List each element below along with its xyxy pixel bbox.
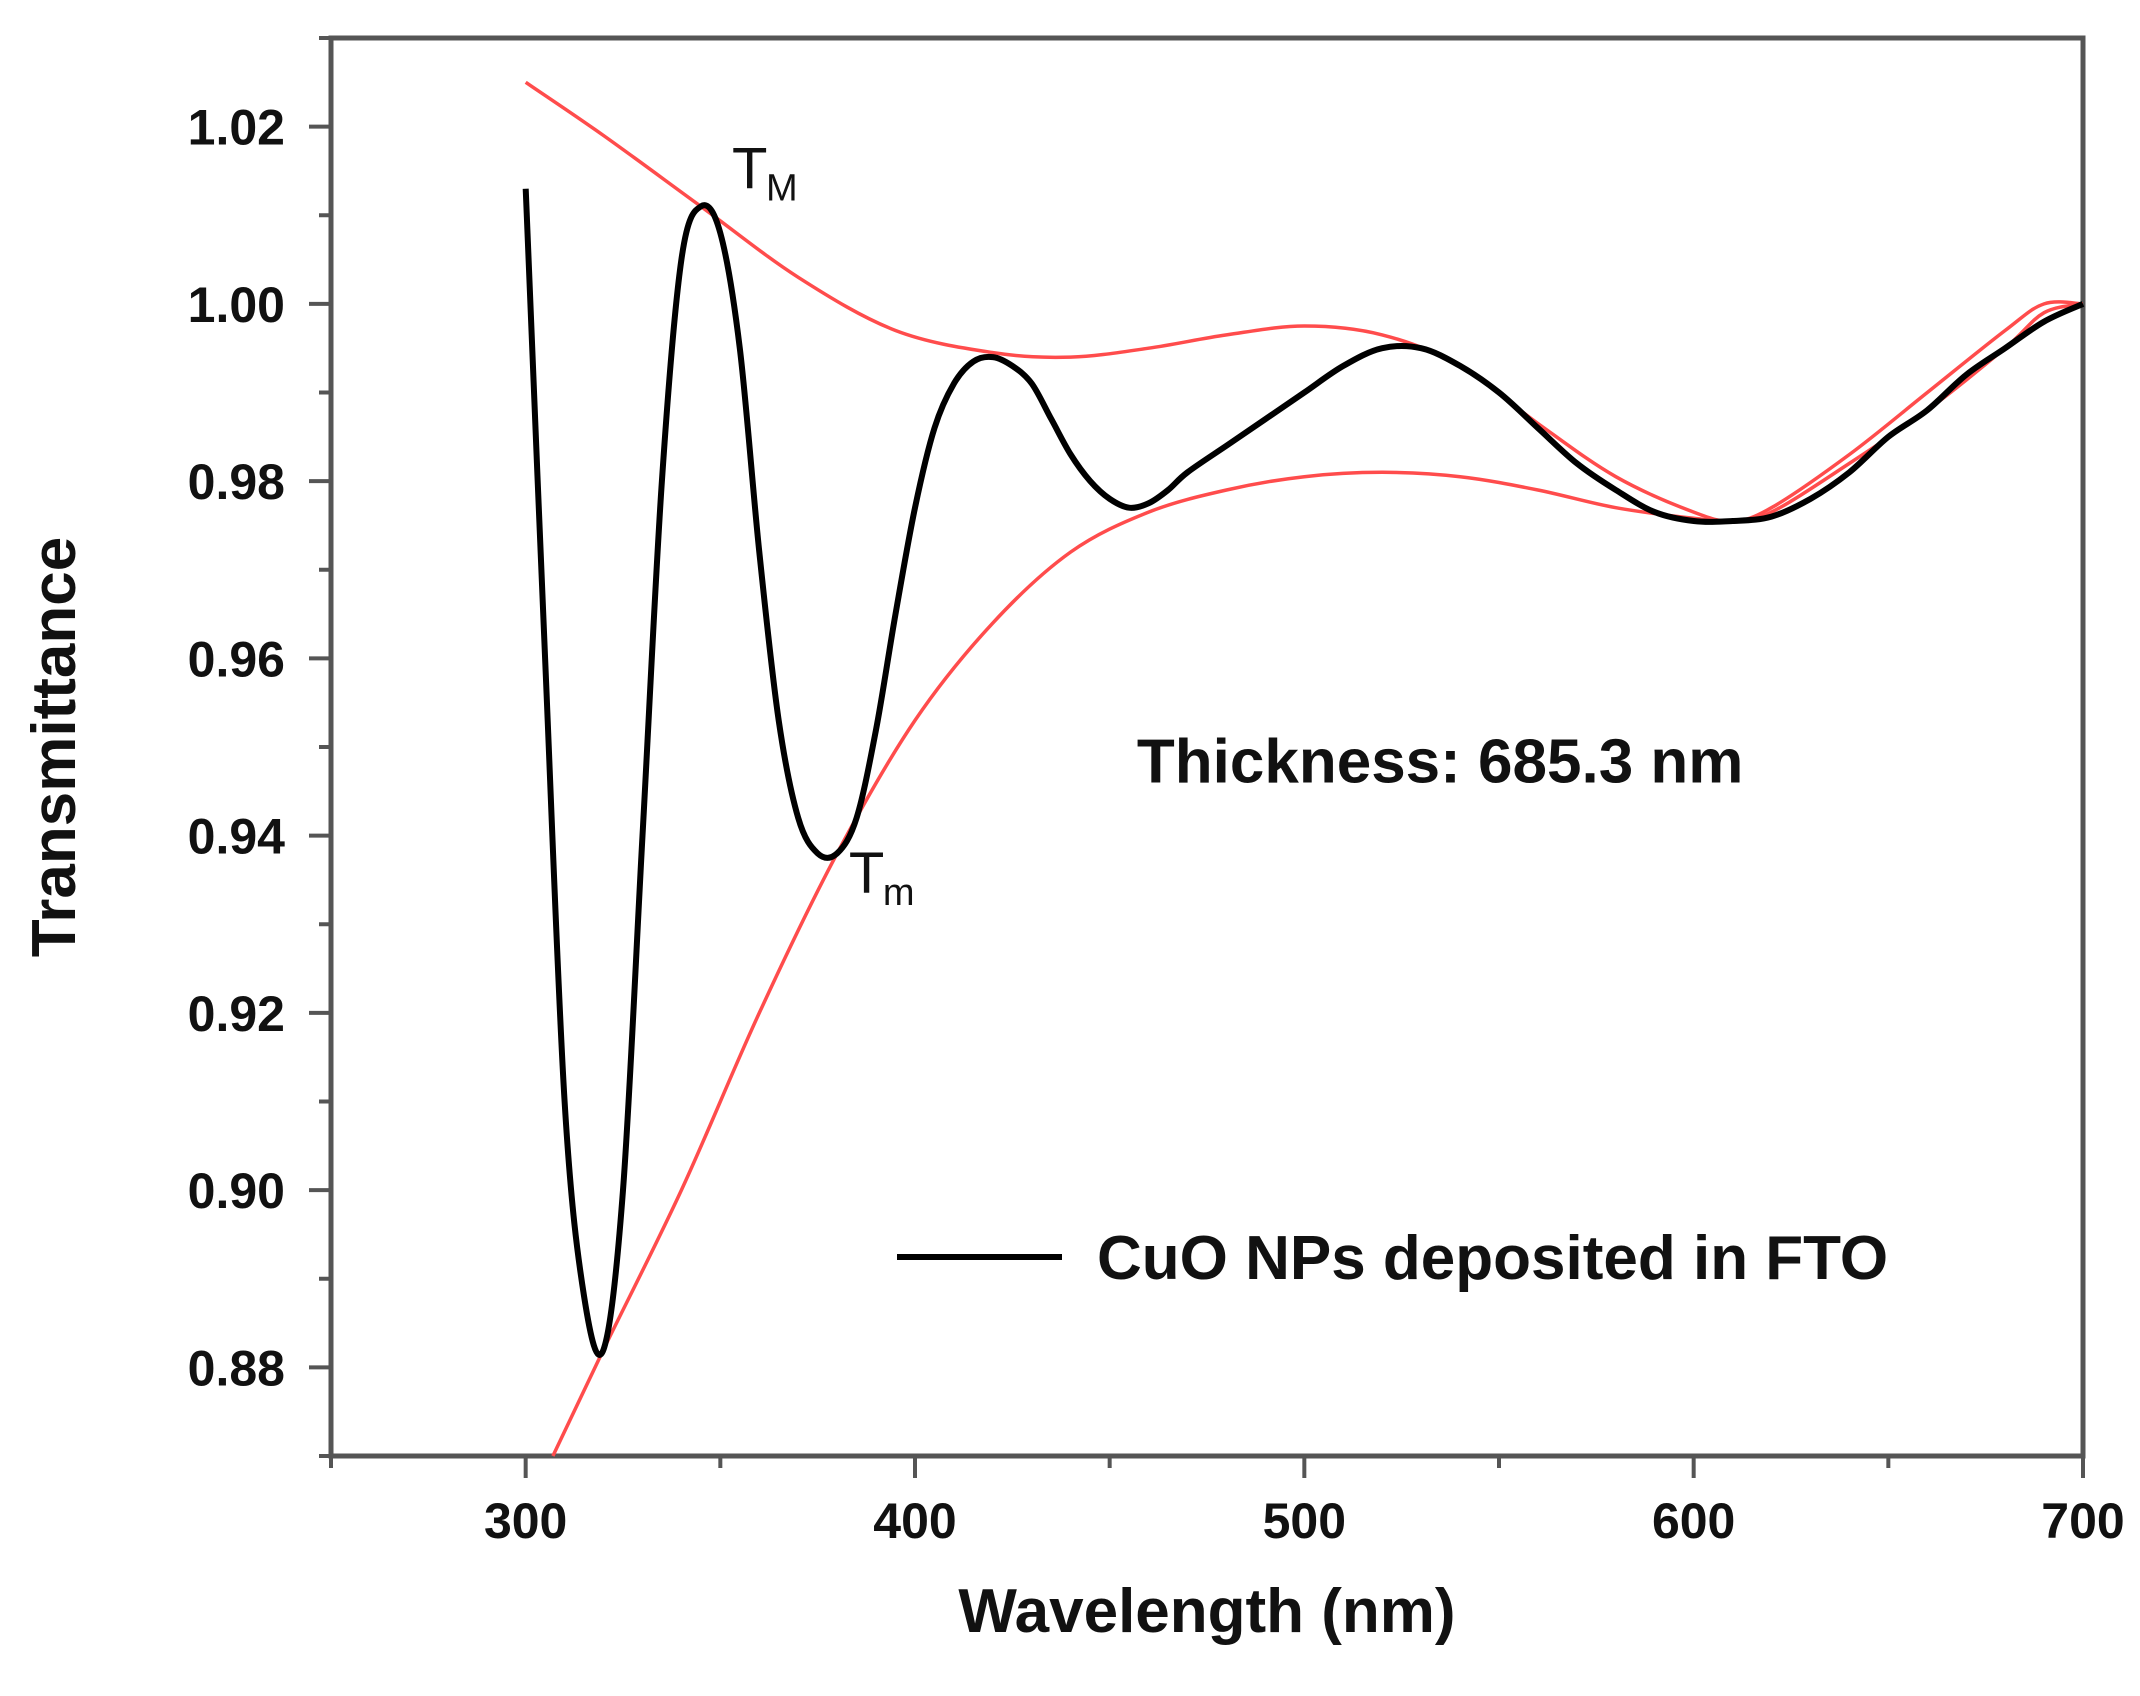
legend-label: CuO NPs deposited in FTO <box>1097 1224 1888 1293</box>
x-tick-labels: 300 400 500 600 700 <box>484 1493 2125 1549</box>
tmin-subscript: m <box>883 872 915 914</box>
tmax-annotation: T M <box>732 137 798 210</box>
y-tick-label: 1.00 <box>188 277 285 333</box>
y-tick-label: 0.96 <box>188 631 285 687</box>
upper-envelope-line <box>524 80 2084 523</box>
x-tick-label: 400 <box>873 1493 956 1549</box>
x-axis-title: Wavelength (nm) <box>958 1577 1455 1646</box>
transmittance-series-line <box>522 188 2085 1358</box>
y-tick-label: 0.94 <box>188 809 286 865</box>
x-tick-label: 500 <box>1263 1493 1346 1549</box>
x-axis-ticks <box>329 1456 2085 1478</box>
tmax-subscript: M <box>766 168 798 210</box>
y-tick-label: 0.90 <box>188 1163 285 1219</box>
y-tick-label: 0.92 <box>188 986 285 1042</box>
y-axis-title: Transmittance <box>20 537 89 957</box>
y-tick-labels: 0.88 0.90 0.92 0.94 0.96 0.98 1.00 1.02 <box>188 100 286 1397</box>
legend: CuO NPs deposited in FTO <box>897 1224 1888 1293</box>
x-tick-label: 600 <box>1652 1493 1735 1549</box>
tmin-label: T <box>849 841 884 906</box>
lower-envelope-line <box>551 302 2084 1457</box>
x-tick-label: 700 <box>2041 1493 2124 1549</box>
y-tick-label: 0.88 <box>188 1340 285 1396</box>
thickness-annotation: Thickness: 685.3 nm <box>1137 727 1744 796</box>
y-tick-label: 0.98 <box>188 454 285 510</box>
tmax-label: T <box>732 137 767 202</box>
y-tick-label: 1.02 <box>188 100 285 156</box>
tmin-annotation: T m <box>849 841 915 914</box>
x-tick-label: 300 <box>484 1493 567 1549</box>
y-axis-ticks <box>309 36 331 1458</box>
